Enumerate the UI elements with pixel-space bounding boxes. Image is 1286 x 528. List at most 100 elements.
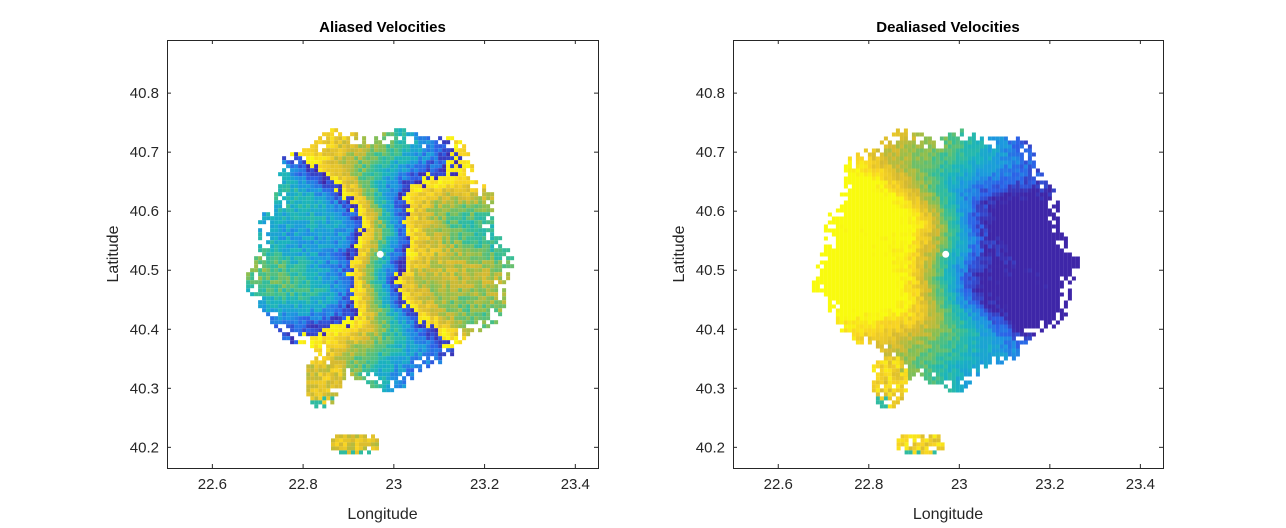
velocity-cell: [306, 228, 311, 233]
velocity-cell: [306, 212, 311, 217]
velocity-cell: [382, 316, 387, 321]
velocity-cell: [450, 320, 455, 325]
velocity-cell: [302, 164, 307, 169]
velocity-cell: [947, 200, 952, 205]
velocity-cell: [375, 438, 379, 443]
velocity-cell: [414, 212, 419, 217]
velocity-cell: [458, 264, 463, 269]
velocity-cell: [338, 288, 343, 293]
velocity-cell: [478, 248, 483, 253]
velocity-cell: [991, 228, 996, 233]
velocity-cell: [462, 272, 467, 277]
velocity-cell: [350, 312, 355, 317]
velocity-cell: [887, 216, 892, 221]
velocity-cell: [390, 196, 395, 201]
velocity-cell: [1007, 240, 1012, 245]
velocity-cell: [907, 216, 912, 221]
velocity-cell: [835, 264, 840, 269]
velocity-cell: [907, 240, 912, 245]
velocity-cell: [274, 276, 279, 281]
velocity-cell: [290, 280, 295, 285]
velocity-cell: [859, 236, 864, 241]
velocity-cell: [422, 256, 427, 261]
velocity-cell: [855, 248, 860, 253]
velocity-cell: [482, 196, 487, 201]
velocity-cell: [887, 200, 892, 205]
velocity-cell: [951, 200, 956, 205]
velocity-cell: [947, 148, 952, 153]
velocity-cell: [258, 220, 263, 225]
velocity-cell: [374, 296, 379, 301]
velocity-cell: [450, 292, 455, 297]
velocity-cell: [258, 256, 263, 261]
velocity-cell: [430, 184, 435, 189]
velocity-cell: [1031, 260, 1036, 265]
velocity-cell: [943, 144, 948, 149]
velocity-cell: [1031, 152, 1036, 157]
velocity-cell: [482, 324, 487, 329]
velocity-cell: [414, 224, 419, 229]
velocity-cell: [466, 280, 471, 285]
velocity-cell: [326, 284, 331, 289]
velocity-cell: [374, 260, 379, 265]
velocity-cell: [382, 320, 387, 325]
velocity-cell: [983, 244, 988, 249]
velocity-cell: [354, 168, 359, 173]
velocity-cell: [1051, 260, 1056, 265]
velocity-cell: [302, 196, 307, 201]
velocity-cell: [366, 368, 371, 373]
velocity-cell: [286, 296, 291, 301]
velocity-cell: [474, 276, 479, 281]
velocity-cell: [923, 260, 928, 265]
velocity-cell: [398, 164, 403, 169]
velocity-cell: [903, 144, 908, 149]
velocity-cell: [1055, 264, 1060, 269]
velocity-cell: [414, 260, 419, 265]
velocity-cell: [923, 152, 928, 157]
velocity-cell: [979, 184, 984, 189]
velocity-cell: [347, 446, 351, 451]
velocity-cell: [911, 168, 916, 173]
velocity-cell: [347, 434, 351, 439]
y-axis-label: Latitude: [105, 225, 122, 282]
velocity-cell: [486, 228, 491, 233]
velocity-cell: [466, 216, 471, 221]
velocity-cell: [991, 236, 996, 241]
velocity-cell: [358, 320, 363, 325]
velocity-cell: [867, 216, 872, 221]
velocity-cell: [354, 276, 359, 281]
velocity-cell: [434, 256, 439, 261]
velocity-cell: [1019, 152, 1024, 157]
velocity-cell: [382, 200, 387, 205]
velocity-cell: [927, 180, 932, 185]
velocity-cell: [282, 264, 287, 269]
velocity-cell: [278, 248, 283, 253]
velocity-cell: [883, 224, 888, 229]
velocity-cell: [346, 304, 351, 309]
velocity-cell: [278, 200, 283, 205]
velocity-cell: [362, 240, 367, 245]
velocity-cell: [398, 300, 403, 305]
velocity-cell: [971, 172, 976, 177]
velocity-cell: [310, 236, 315, 241]
velocity-cell: [446, 284, 451, 289]
velocity-cell: [903, 224, 908, 229]
velocity-cell: [999, 224, 1004, 229]
velocity-cell: [959, 244, 964, 249]
velocity-cell: [342, 240, 347, 245]
velocity-cell: [414, 228, 419, 233]
velocity-cell: [967, 200, 972, 205]
velocity-cell: [1035, 224, 1040, 229]
velocity-cell: [959, 260, 964, 265]
velocity-cell: [1011, 204, 1016, 209]
velocity-cell: [454, 228, 459, 233]
velocity-cell: [382, 188, 387, 193]
velocity-cell: [1023, 244, 1028, 249]
velocity-cell: [927, 192, 932, 197]
velocity-cell: [434, 260, 439, 265]
velocity-cell: [422, 208, 427, 213]
velocity-cell: [266, 240, 271, 245]
velocity-cell: [350, 184, 355, 189]
velocity-cell: [426, 292, 431, 297]
velocity-cell: [338, 328, 343, 333]
